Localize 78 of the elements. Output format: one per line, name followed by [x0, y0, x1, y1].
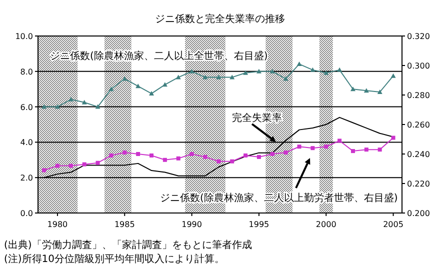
x-tick-label: 2000 — [316, 220, 336, 229]
chart-title: ジニ係数と完全失業率の推移 — [155, 13, 285, 25]
point — [82, 100, 87, 104]
text: (出典)「労働力調査」、「家計調査」をもとに筆者作成 — [4, 239, 252, 251]
point — [176, 74, 181, 80]
point — [350, 86, 356, 92]
point — [42, 168, 46, 172]
point — [136, 84, 141, 88]
y-tick-label: 2.0 — [20, 174, 33, 183]
y-tick-label: 8.0 — [20, 67, 33, 76]
y-tick-label: 6.0 — [20, 102, 33, 112]
x-tick-label: 2005 — [383, 220, 404, 229]
point — [108, 86, 114, 92]
y2-tick-label: 0.200 — [407, 209, 430, 218]
point — [324, 144, 328, 149]
point — [149, 91, 154, 96]
point — [310, 146, 315, 150]
point — [337, 67, 342, 72]
point — [338, 138, 342, 143]
point — [244, 153, 248, 158]
point — [283, 76, 288, 81]
point — [95, 104, 100, 109]
point — [364, 148, 368, 152]
point — [176, 156, 180, 160]
point — [122, 150, 127, 155]
point — [136, 152, 140, 156]
y-tick-label: 4.0 — [20, 138, 33, 148]
point — [122, 76, 128, 81]
point — [203, 154, 208, 159]
y2-tick-label: 0.300 — [407, 62, 430, 70]
point — [377, 90, 382, 94]
x-tick-label: 1990 — [182, 220, 202, 229]
y2-tick-label: 0.220 — [407, 180, 430, 188]
point — [162, 82, 168, 87]
point — [42, 104, 47, 109]
x-tick-label: 1985 — [114, 220, 135, 229]
point — [378, 148, 382, 152]
point — [270, 152, 274, 156]
point — [284, 150, 288, 155]
point — [96, 160, 100, 165]
point — [390, 73, 396, 78]
point — [230, 159, 234, 164]
y2-tick-label: 0.320 — [407, 32, 430, 41]
y-tick-label: 0.0 — [20, 209, 33, 218]
point — [256, 154, 261, 159]
point — [391, 136, 396, 140]
point — [350, 149, 355, 154]
point — [162, 158, 167, 162]
series-label: 完全失業率 — [232, 112, 282, 124]
text: (注)所得10分位階級別平均年間収入により計算。 — [4, 253, 225, 265]
point — [310, 67, 316, 72]
point — [256, 68, 262, 74]
y2-tick-label: 0.280 — [407, 91, 430, 100]
point — [190, 152, 194, 156]
point — [55, 164, 60, 168]
point — [68, 96, 74, 102]
point — [202, 74, 208, 80]
x-tick-label: 1995 — [248, 220, 270, 229]
x-tick-label: 1980 — [47, 220, 68, 229]
text: ジニ係数(除農林漁家、二人以上勤労者世帯、右目盛) — [160, 192, 398, 204]
y2-tick-label: 0.260 — [407, 120, 430, 130]
point — [297, 144, 302, 149]
point — [364, 88, 369, 93]
point — [270, 68, 275, 74]
point — [54, 104, 60, 109]
point — [150, 153, 154, 158]
point — [216, 74, 222, 80]
point — [82, 162, 86, 166]
point — [189, 68, 194, 74]
point — [324, 70, 329, 75]
point — [230, 74, 235, 80]
y2-tick-label: 0.240 — [407, 150, 430, 159]
point — [109, 153, 114, 158]
point — [68, 164, 73, 168]
point — [296, 62, 302, 66]
point — [216, 159, 221, 164]
y-tick-label: 10.0 — [15, 32, 33, 41]
point — [243, 70, 248, 75]
